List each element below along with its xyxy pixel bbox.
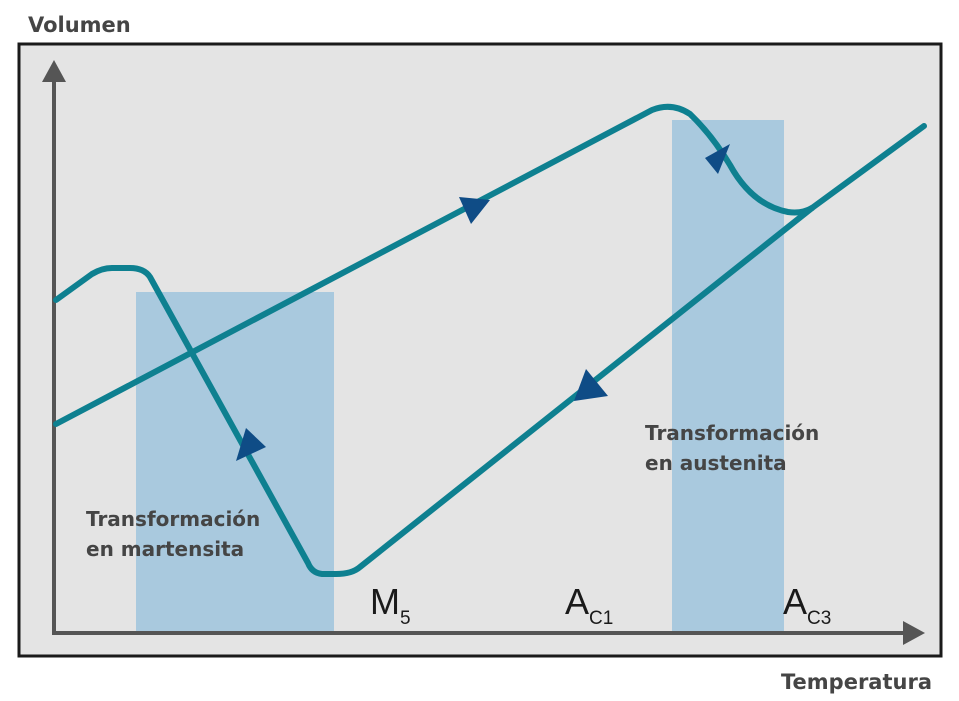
ac3-main: A [783,581,807,622]
cooling-arrow [574,369,608,401]
martensite-region [136,292,334,631]
heating-curve [53,103,815,427]
dip-arrow [705,144,730,174]
martensite-label-line2: en martensita [86,537,244,561]
ac1-main: A [565,581,589,622]
ac1-sub: C1 [589,608,613,629]
y-axis-label: Volumen [28,13,131,37]
ac3-sub: C3 [807,608,831,629]
ms-sub: 5 [400,608,411,629]
austenite-label-line2: en austenita [645,451,787,475]
y-axis-arrowhead [42,60,66,82]
ms-main: M [370,581,400,622]
austenite-label-line1: Transformación [645,421,819,445]
x-axis-label: Temperatura [781,670,932,694]
martensite-arrow [236,428,266,461]
ac1-label: AC1 [565,581,613,629]
x-axis-arrowhead [903,621,925,645]
austenite-line [809,123,927,211]
heating-arrow [459,197,490,224]
martensite-label-line1: Transformación [86,507,260,531]
ac3-label: AC3 [783,581,831,629]
ms-label: M5 [370,581,411,629]
austenite-region [672,120,784,631]
cooling-curve [53,205,815,577]
